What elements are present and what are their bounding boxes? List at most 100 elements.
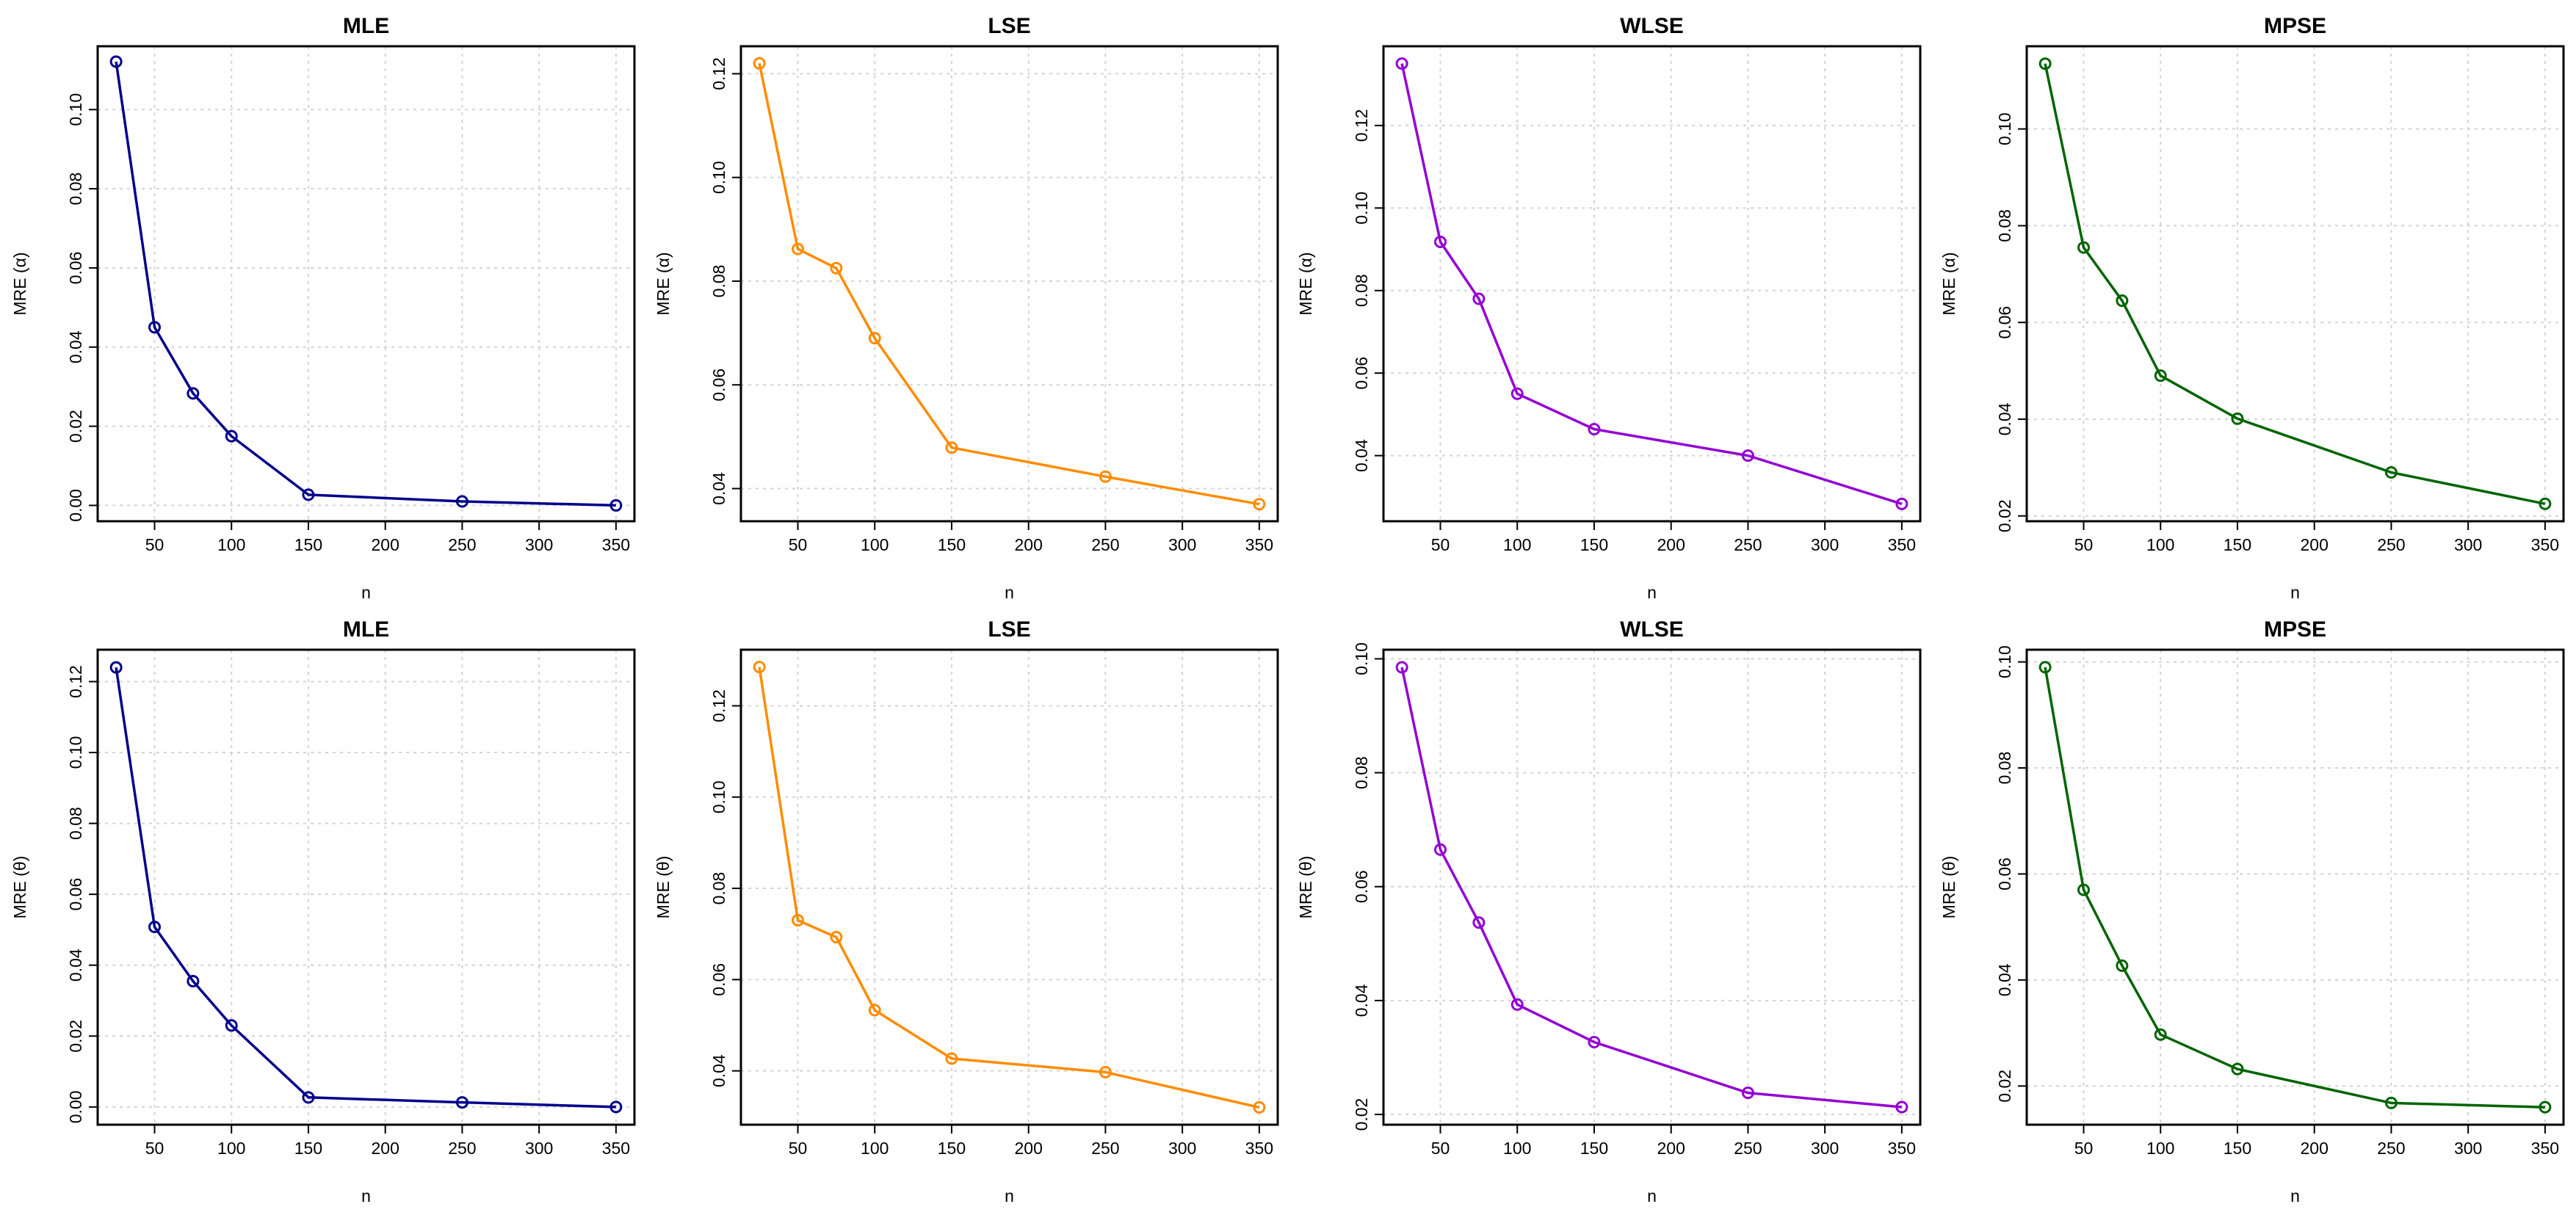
series-line xyxy=(115,61,616,507)
data-point xyxy=(791,242,804,255)
x-tick-label: 300 xyxy=(525,535,553,554)
x-tick-label: 50 xyxy=(1431,1139,1450,1158)
y-tick-label: 0.10 xyxy=(1995,112,2014,145)
x-tick-label: 150 xyxy=(2224,1139,2251,1158)
y-tick-label: 0.08 xyxy=(66,173,85,206)
x-tick-label: 100 xyxy=(1503,535,1531,554)
y-tick-label: 0.08 xyxy=(1352,756,1371,789)
y-tick-label: 0.10 xyxy=(66,93,85,126)
x-tick-label: 200 xyxy=(1014,1139,1042,1158)
data-point xyxy=(1395,661,1408,674)
y-axis-label: MRE (θ) xyxy=(10,856,29,919)
y-tick-label: 0.04 xyxy=(709,1054,728,1087)
y-axis-label: MRE (θ) xyxy=(1296,856,1315,919)
data-point xyxy=(1472,916,1486,929)
y-tick-label: 0.06 xyxy=(709,369,728,402)
data-point xyxy=(1433,235,1447,248)
y-axis-label: MRE (α) xyxy=(1296,252,1315,315)
x-tick-label: 200 xyxy=(371,1139,399,1158)
y-tick-label: 0.02 xyxy=(1352,1098,1371,1131)
chart-panel-8: 50 100 150 200 250 300 350 0.02 0.04 0.06 0.08 0.10… xyxy=(1939,617,2565,1205)
y-tick-label: 0.10 xyxy=(709,161,728,194)
y-tick-label: 0.08 xyxy=(1995,752,2014,785)
data-point xyxy=(2384,1096,2398,1109)
series-line xyxy=(758,62,1260,506)
x-tick-label: 350 xyxy=(2531,535,2559,554)
data-point xyxy=(302,1091,315,1104)
y-tick-label: 0.04 xyxy=(1352,984,1371,1017)
x-tick-label: 300 xyxy=(2454,1139,2482,1158)
x-tick-label: 100 xyxy=(861,535,889,554)
data-point xyxy=(148,321,161,334)
x-axis-label: n xyxy=(1005,1186,1014,1205)
x-tick-label: 300 xyxy=(1811,1139,1839,1158)
plot-frame xyxy=(1382,45,1922,523)
y-tick-label: 0.08 xyxy=(709,872,728,905)
data-point xyxy=(455,495,468,508)
x-tick-label: 200 xyxy=(1657,535,1685,554)
data-point xyxy=(1395,57,1408,70)
data-point xyxy=(1588,423,1601,436)
x-tick-label: 300 xyxy=(525,1139,553,1158)
x-tick-label: 100 xyxy=(861,1139,889,1158)
x-tick-label: 350 xyxy=(1888,1139,1916,1158)
x-tick-label: 250 xyxy=(448,1139,476,1158)
chart-title: MPSE xyxy=(2264,14,2326,38)
x-axis-label: n xyxy=(2290,583,2300,602)
x-tick-label: 300 xyxy=(1811,535,1839,554)
plot-frame xyxy=(739,648,1279,1126)
data-point xyxy=(2154,369,2167,382)
x-axis-label: n xyxy=(361,1186,371,1205)
data-point xyxy=(868,1004,881,1017)
y-tick-label: 0.06 xyxy=(66,878,85,911)
y-tick-label: 0.02 xyxy=(1995,1070,2014,1103)
x-tick-label: 350 xyxy=(2531,1139,2559,1158)
x-tick-label: 350 xyxy=(1888,535,1916,554)
data-point xyxy=(1433,843,1447,856)
data-point xyxy=(1099,470,1112,483)
chart-panel-4: 50 100 150 200 250 300 350 0.02 0.04 0.06 0.08 0.10… xyxy=(1939,14,2565,602)
y-tick-label: 0.06 xyxy=(1352,870,1371,903)
y-tick-label: 0.10 xyxy=(709,780,728,813)
x-tick-label: 200 xyxy=(1657,1139,1685,1158)
y-tick-label: 0.02 xyxy=(66,1020,85,1053)
y-axis-label: MRE (α) xyxy=(10,252,29,315)
chart-title: MPSE xyxy=(2264,617,2326,642)
chart-title: LSE xyxy=(988,14,1030,38)
y-tick-label: 0.08 xyxy=(1352,274,1371,307)
x-tick-label: 250 xyxy=(1734,535,1762,554)
data-point xyxy=(2231,1062,2244,1076)
y-tick-label: 0.04 xyxy=(1995,402,2014,435)
x-tick-label: 350 xyxy=(1245,535,1273,554)
series-line xyxy=(1400,667,1903,1109)
chart-panel-7: 50 100 150 200 250 300 350 0.02 0.04 0.06 0.08 0.10… xyxy=(1296,617,1922,1205)
data-point xyxy=(109,661,123,674)
data-point xyxy=(945,441,958,454)
data-point xyxy=(1510,387,1524,400)
data-point xyxy=(225,429,238,443)
data-point xyxy=(791,914,804,927)
y-tick-label: 0.10 xyxy=(1352,192,1371,225)
chart-title: MLE xyxy=(343,14,389,38)
data-point xyxy=(868,332,881,345)
data-point xyxy=(1741,449,1754,463)
x-tick-label: 300 xyxy=(1168,535,1196,554)
x-tick-label: 50 xyxy=(2074,535,2094,554)
y-tick-label: 0.04 xyxy=(1352,439,1371,472)
x-tick-label: 350 xyxy=(602,1139,630,1158)
data-point xyxy=(1510,998,1524,1011)
data-point xyxy=(609,1100,623,1114)
x-tick-label: 300 xyxy=(2454,535,2482,554)
y-tick-label: 0.06 xyxy=(1352,357,1371,390)
y-tick-label: 0.06 xyxy=(1995,306,2014,339)
data-point xyxy=(1895,497,1909,510)
data-point xyxy=(945,1052,958,1065)
y-tick-label: 0.06 xyxy=(709,963,728,996)
x-tick-label: 50 xyxy=(1431,535,1450,554)
data-point xyxy=(187,974,200,987)
data-point xyxy=(148,921,161,934)
y-tick-label: 0.00 xyxy=(66,489,85,522)
plot-frame xyxy=(2025,45,2565,523)
y-tick-label: 0.12 xyxy=(1352,109,1371,142)
y-tick-label: 0.06 xyxy=(1995,857,2014,891)
